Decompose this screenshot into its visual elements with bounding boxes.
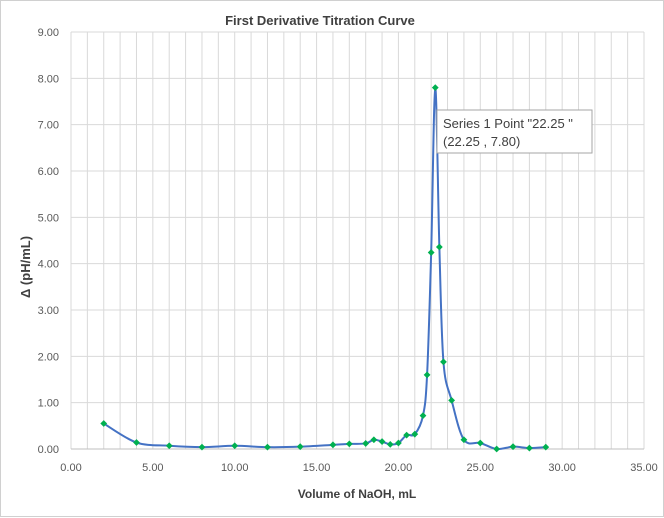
y-tick-label: 1.00 [38,398,59,410]
data-point[interactable] [378,438,386,445]
data-point[interactable] [509,443,517,451]
data-point[interactable] [395,439,402,447]
y-tick-label: 5.00 [38,212,59,224]
x-tick-label: 35.00 [630,462,658,474]
data-point[interactable] [403,431,411,439]
data-point[interactable] [100,420,108,427]
data-point[interactable] [427,249,435,256]
data-point[interactable] [296,443,304,451]
data-point[interactable] [370,436,378,444]
x-tick-label: 15.00 [303,462,331,474]
tooltip-box [436,109,593,154]
data-point[interactable] [435,243,443,251]
x-tick-label: 30.00 [548,462,576,474]
tooltip-series-point: Series 1 Point "22.25 " [443,116,573,131]
x-tick-label: 0.00 [60,462,81,474]
data-point[interactable] [411,430,419,438]
data-point[interactable] [133,439,140,446]
grid-lines [70,31,645,450]
data-point[interactable] [419,412,427,420]
chart-title: First Derivative Titration Curve [225,13,415,28]
data-point[interactable] [448,396,456,404]
data-point[interactable] [386,440,394,448]
y-axis-label: Δ (pH/mL) [18,236,33,298]
y-tick-label: 8.00 [38,73,59,85]
x-tick-labels: 0.00 5.00 10.00 15.00 20.00 25.00 30.00 35.00 [60,462,657,474]
data-point[interactable] [440,358,447,366]
data-point[interactable] [431,84,439,91]
data-point[interactable] [493,445,501,453]
data-point[interactable] [476,439,484,447]
x-tick-label: 25.00 [467,462,495,474]
x-tick-label: 20.00 [385,462,413,474]
data-point[interactable] [423,371,431,379]
y-tick-label: 6.00 [38,166,59,178]
y-tick-labels: 0.00 1.00 2.00 3.00 4.00 5.00 6.00 7.00 8.00 9.00 [38,27,59,456]
data-point[interactable] [526,444,533,452]
data-point[interactable] [345,440,353,448]
data-point[interactable] [542,443,550,451]
data-point[interactable] [460,436,468,444]
y-tick-label: 4.00 [38,259,59,271]
tooltip-coordinates: (22.25 , 7.80) [443,134,520,149]
series-1[interactable] [100,84,550,453]
y-tick-label: 2.00 [38,351,59,363]
y-tick-label: 3.00 [38,305,59,317]
y-tick-label: 0.00 [38,444,59,456]
data-point[interactable] [329,441,337,449]
data-point[interactable] [165,442,173,450]
x-tick-label: 10.00 [221,462,249,474]
y-tick-label: 9.00 [38,27,59,39]
data-point[interactable] [264,443,271,451]
data-point-tooltip: Series 1 Point "22.25 " (22.25 , 7.80) [436,109,593,154]
data-point[interactable] [362,440,370,447]
data-point[interactable] [231,442,239,450]
x-tick-label: 5.00 [142,462,163,474]
y-tick-label: 7.00 [38,120,59,132]
x-axis-label: Volume of NaOH, mL [298,487,416,501]
data-point[interactable] [198,443,206,451]
